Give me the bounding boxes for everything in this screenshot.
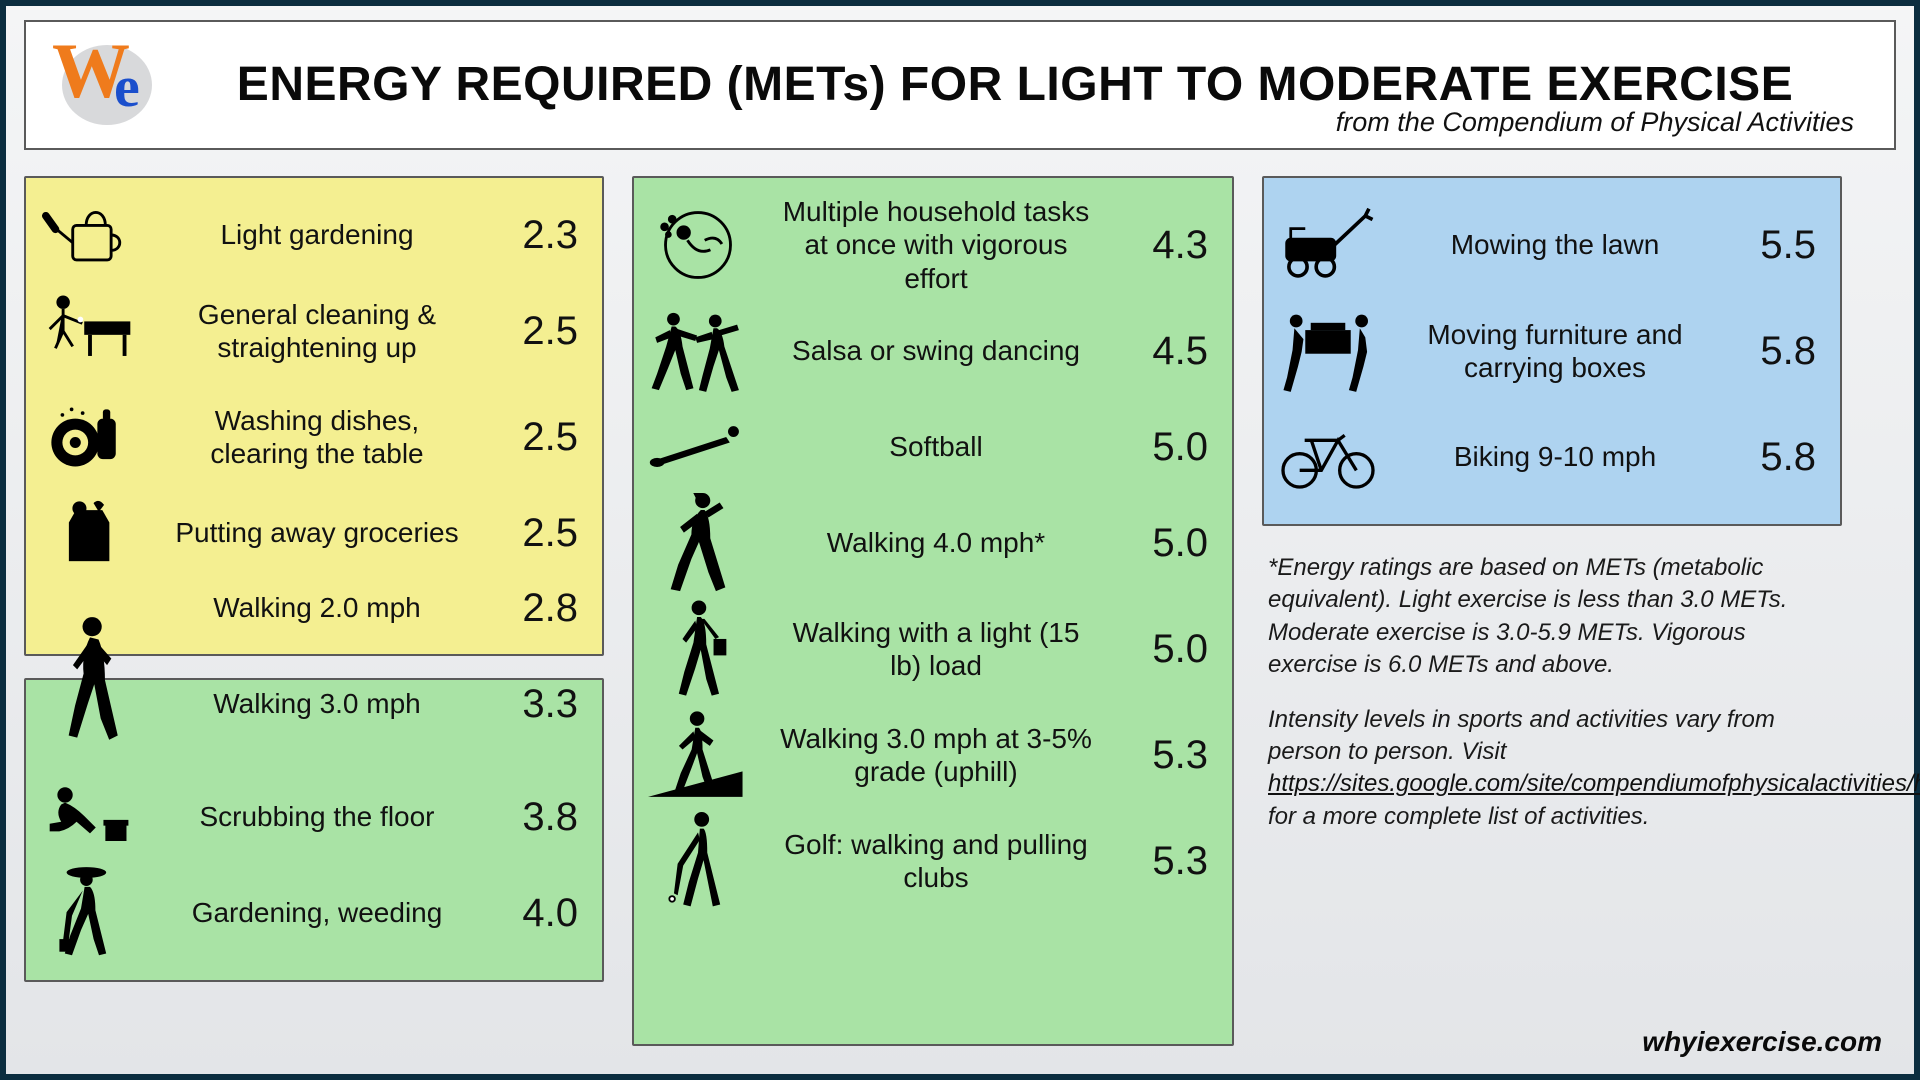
activity-label: Mowing the lawn bbox=[1396, 228, 1714, 261]
activity-row: General cleaning & straightening up 2.5 bbox=[40, 278, 584, 384]
activity-value: 2.8 bbox=[484, 588, 584, 628]
activity-row: Walking 3.0 mph at 3-5% grade (uphill) 5… bbox=[648, 702, 1214, 808]
dancing-icon bbox=[648, 309, 748, 393]
activity-value: 3.3 bbox=[484, 684, 584, 724]
activity-value: 4.0 bbox=[484, 893, 584, 933]
header-bar: W e ENERGY REQUIRED (METs) FOR LIGHT TO … bbox=[24, 20, 1896, 150]
page-title: ENERGY REQUIRED (METs) FOR LIGHT TO MODE… bbox=[162, 60, 1868, 110]
middle-column: Multiple household tasks at once with vi… bbox=[632, 176, 1234, 1046]
activity-value: 5.3 bbox=[1114, 841, 1214, 881]
activity-label: Walking with a light (15 lb) load bbox=[766, 616, 1106, 682]
activity-value: 3.8 bbox=[484, 797, 584, 837]
activity-value: 2.5 bbox=[484, 417, 584, 457]
walk-icon bbox=[40, 610, 140, 750]
activity-value: 2.5 bbox=[484, 513, 584, 553]
softball-icon bbox=[648, 405, 748, 489]
activity-label: Biking 9-10 mph bbox=[1396, 440, 1714, 473]
activity-row: Light gardening 2.3 bbox=[40, 192, 584, 278]
footnotes: *Energy ratings are based on METs (metab… bbox=[1262, 548, 1842, 855]
activity-row: Moving furniture and carrying boxes 5.8 bbox=[1278, 298, 1822, 404]
scrub-icon bbox=[40, 775, 140, 859]
walk-fast-icon bbox=[648, 501, 748, 585]
activity-label: Golf: walking and pulling clubs bbox=[766, 828, 1106, 894]
moderate-high-card: Mowing the lawn 5.5 Moving furniture and… bbox=[1262, 176, 1842, 526]
footnote-definition: *Energy ratings are based on METs (metab… bbox=[1268, 552, 1836, 682]
groceries-icon bbox=[40, 491, 140, 575]
activity-label: Softball bbox=[766, 430, 1106, 463]
walk-load-icon bbox=[648, 607, 748, 691]
activity-value: 5.3 bbox=[1114, 735, 1214, 775]
activity-value: 5.0 bbox=[1114, 427, 1214, 467]
left-column: Light gardening 2.3 General cleaning & s… bbox=[24, 176, 604, 1046]
activity-label: Moving furniture and carrying boxes bbox=[1396, 318, 1714, 384]
activity-value: 5.0 bbox=[1114, 523, 1214, 563]
activity-row: Mowing the lawn 5.5 bbox=[1278, 192, 1822, 298]
site-credit: whyiexercise.com bbox=[1642, 1028, 1882, 1056]
dishes-icon bbox=[40, 395, 140, 479]
activity-row: Walking 3.0 mph 3.3 bbox=[40, 634, 584, 774]
activity-label: Washing dishes, clearing the table bbox=[158, 404, 476, 470]
infographic-frame: W e ENERGY REQUIRED (METs) FOR LIGHT TO … bbox=[0, 0, 1920, 1080]
activity-label: Walking 2.0 mph bbox=[158, 591, 476, 624]
activity-label: Gardening, weeding bbox=[158, 896, 476, 929]
compendium-link[interactable]: https://sites.google.com/site/compendium… bbox=[1268, 770, 1920, 797]
bike-icon bbox=[1278, 415, 1378, 499]
activity-value: 5.0 bbox=[1114, 629, 1214, 669]
watering-can-icon bbox=[40, 193, 140, 277]
activity-value: 5.8 bbox=[1722, 437, 1822, 477]
activity-row: Walking with a light (15 lb) load 5.0 bbox=[648, 596, 1214, 702]
walk-uphill-icon bbox=[648, 713, 748, 797]
activity-value: 5.8 bbox=[1722, 331, 1822, 371]
activity-row: Gardening, weeding 4.0 bbox=[40, 860, 584, 966]
activity-row: Biking 9-10 mph 5.8 bbox=[1278, 404, 1822, 510]
activity-label: Light gardening bbox=[158, 218, 476, 251]
logo: W e bbox=[52, 40, 162, 130]
mower-icon bbox=[1278, 203, 1378, 287]
activity-label: Multiple household tasks at once with vi… bbox=[766, 195, 1106, 294]
activity-row: Salsa or swing dancing 4.5 bbox=[648, 298, 1214, 404]
page-subtitle: from the Compendium of Physical Activiti… bbox=[1336, 105, 1854, 140]
activity-value: 4.5 bbox=[1114, 331, 1214, 371]
activity-value: 5.5 bbox=[1722, 225, 1822, 265]
activity-row: Washing dishes, clearing the table 2.5 bbox=[40, 384, 584, 490]
multi-task-icon bbox=[648, 203, 748, 287]
activity-row: Walking 4.0 mph* 5.0 bbox=[648, 490, 1214, 596]
right-column: Mowing the lawn 5.5 Moving furniture and… bbox=[1262, 176, 1842, 1046]
activity-row: Scrubbing the floor 3.8 bbox=[40, 774, 584, 860]
activity-label: Walking 3.0 mph at 3-5% grade (uphill) bbox=[766, 722, 1106, 788]
activity-label: Walking 4.0 mph* bbox=[766, 526, 1106, 559]
moderate-mid-card: Multiple household tasks at once with vi… bbox=[632, 176, 1234, 1046]
weeding-icon bbox=[40, 871, 140, 955]
activity-row: Softball 5.0 bbox=[648, 404, 1214, 490]
light-exercise-card: Light gardening 2.3 General cleaning & s… bbox=[24, 176, 604, 656]
activity-label: Putting away groceries bbox=[158, 516, 476, 549]
logo-letter-e: e bbox=[114, 58, 140, 116]
cleaning-icon bbox=[40, 289, 140, 373]
activity-row: Putting away groceries 2.5 bbox=[40, 490, 584, 576]
activity-label: Scrubbing the floor bbox=[158, 800, 476, 833]
moderate-left-card: Walking 3.0 mph 3.3 Scrubbing the floor … bbox=[24, 678, 604, 982]
content-grid: Light gardening 2.3 General cleaning & s… bbox=[24, 176, 1896, 1046]
moving-icon bbox=[1278, 309, 1378, 393]
activity-label: Salsa or swing dancing bbox=[766, 334, 1106, 367]
activity-row: Golf: walking and pulling clubs 5.3 bbox=[648, 808, 1214, 914]
activity-value: 4.3 bbox=[1114, 225, 1214, 265]
activity-value: 2.3 bbox=[484, 215, 584, 255]
activity-row: Multiple household tasks at once with vi… bbox=[648, 192, 1214, 298]
golf-icon bbox=[648, 819, 748, 903]
activity-value: 2.5 bbox=[484, 311, 584, 351]
activity-label: Walking 3.0 mph bbox=[158, 687, 476, 720]
footnote-source: Intensity levels in sports and activitie… bbox=[1268, 704, 1836, 834]
activity-label: General cleaning & straightening up bbox=[158, 298, 476, 364]
